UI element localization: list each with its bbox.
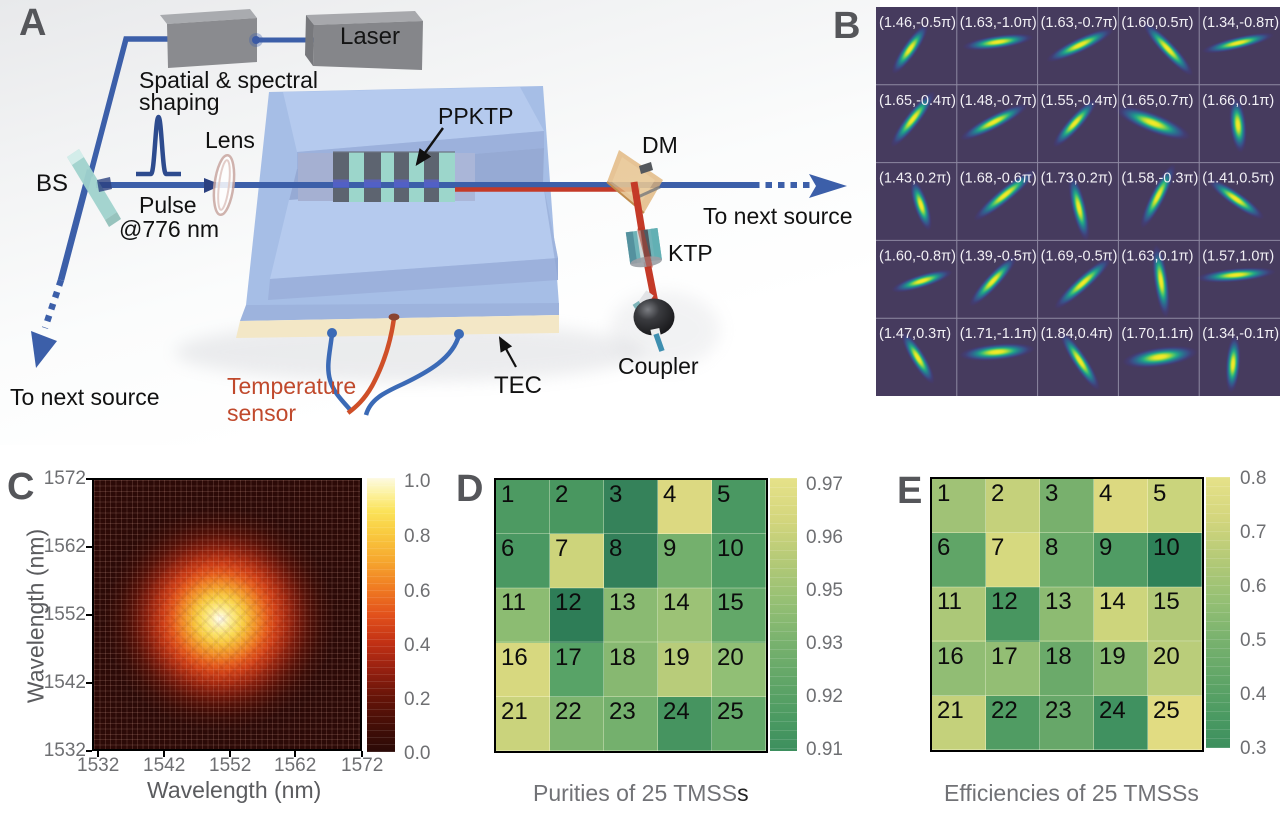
svg-text:@776 nm: @776 nm: [119, 216, 219, 242]
svg-text:(1.70,1.1π): (1.70,1.1π): [1121, 326, 1193, 342]
svg-text:(1.34,-0.8π): (1.34,-0.8π): [1202, 15, 1279, 31]
svg-text:(1.71,-1.1π): (1.71,-1.1π): [960, 326, 1037, 342]
svg-text:(1.63,-1.0π): (1.63,-1.0π): [960, 15, 1037, 31]
svg-text:To next source: To next source: [703, 203, 853, 229]
svg-text:To next source: To next source: [10, 384, 160, 410]
svg-text:(1.48,-0.7π): (1.48,-0.7π): [960, 93, 1037, 109]
svg-text:(1.34,-0.1π): (1.34,-0.1π): [1202, 326, 1279, 342]
svg-text:BS: BS: [36, 170, 68, 197]
svg-text:Temperature: Temperature: [227, 373, 356, 399]
svg-text:PPKTP: PPKTP: [438, 103, 513, 129]
svg-text:(1.58,-0.3π): (1.58,-0.3π): [1121, 171, 1198, 187]
svg-text:(1.60,-0.8π): (1.60,-0.8π): [879, 248, 956, 264]
svg-text:(1.41,0.5π): (1.41,0.5π): [1202, 171, 1274, 187]
svg-text:Pulse: Pulse: [139, 192, 197, 218]
svg-text:DM: DM: [642, 132, 678, 158]
svg-text:(1.73,0.2π): (1.73,0.2π): [1041, 171, 1113, 187]
svg-text:(1.55,-0.4π): (1.55,-0.4π): [1041, 93, 1118, 109]
svg-text:Coupler: Coupler: [618, 353, 699, 379]
svg-text:(1.46,-0.5π): (1.46,-0.5π): [879, 15, 956, 31]
svg-text:(1.84,0.4π): (1.84,0.4π): [1041, 326, 1113, 342]
svg-text:(1.65,0.7π): (1.65,0.7π): [1121, 93, 1193, 109]
svg-text:(1.66,0.1π): (1.66,0.1π): [1202, 93, 1274, 109]
svg-text:(1.63,0.1π): (1.63,0.1π): [1121, 248, 1193, 264]
svg-text:(1.57,1.0π): (1.57,1.0π): [1202, 248, 1274, 264]
svg-text:shaping: shaping: [139, 89, 220, 115]
svg-text:Lens: Lens: [205, 127, 255, 153]
svg-text:(1.43,0.2π): (1.43,0.2π): [879, 171, 951, 187]
svg-text:(1.63,-0.7π): (1.63,-0.7π): [1041, 15, 1118, 31]
svg-text:Spatial & spectral: Spatial & spectral: [139, 67, 318, 93]
svg-text:(1.68,-0.6π): (1.68,-0.6π): [960, 171, 1037, 187]
svg-text:Laser: Laser: [340, 23, 400, 50]
svg-text:(1.47,0.3π): (1.47,0.3π): [879, 326, 951, 342]
svg-text:(1.65,-0.4π): (1.65,-0.4π): [879, 93, 956, 109]
svg-text:TEC: TEC: [494, 372, 542, 399]
svg-text:(1.69,-0.5π): (1.69,-0.5π): [1041, 248, 1118, 264]
svg-text:sensor: sensor: [227, 400, 296, 426]
svg-text:KTP: KTP: [668, 240, 713, 266]
svg-text:(1.39,-0.5π): (1.39,-0.5π): [960, 248, 1037, 264]
svg-text:(1.60,0.5π): (1.60,0.5π): [1121, 15, 1193, 31]
